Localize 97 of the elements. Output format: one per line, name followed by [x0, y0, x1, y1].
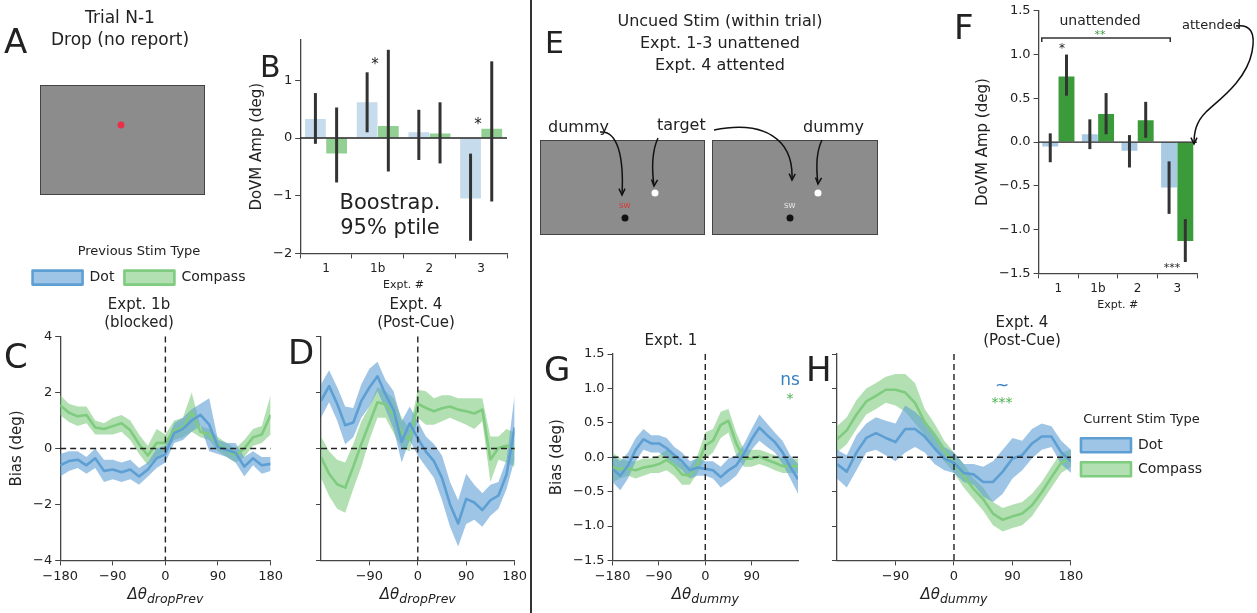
y-axis-title: DoVM Amp (deg) [972, 78, 991, 207]
text: G [544, 349, 571, 390]
x-tick-label: −180 [594, 567, 631, 583]
x-tick-label: 180 [258, 567, 284, 583]
x-axis-title: Δθ$_{dummy}$ [671, 585, 739, 607]
x-tick-label: −90 [355, 567, 384, 583]
text: Expt. 4 attented [654, 55, 786, 75]
y-tick-label: 0.0 [583, 448, 605, 464]
chart-title: Expt. 1b (blocked) [104, 295, 174, 332]
annotation: * [1059, 41, 1065, 56]
text: D [288, 332, 315, 373]
legend-label: Compass [181, 268, 246, 285]
text: Uncued Stim (within trial) [617, 11, 823, 31]
y-tick-label: 1.5 [583, 345, 605, 361]
legend-title: Previous Stim Type [77, 242, 201, 258]
chart-title: Expt. 4 (Post-Cue) [377, 295, 455, 332]
x-tick-label: 1b [370, 260, 386, 275]
y-tick-label: 0.0 [1009, 133, 1031, 149]
x-axis-title: Expt. # [383, 278, 425, 292]
text: H [806, 349, 832, 390]
annotation: *** [991, 394, 1013, 411]
chart-title: Expt. 4 (Post-Cue) [983, 312, 1061, 349]
x-axis-title: Expt. # [1097, 298, 1139, 312]
y-tick-label: 1.0 [583, 379, 605, 395]
y-tick-label: 2 [43, 383, 53, 399]
x-tick-label: 1b [1090, 280, 1106, 295]
annotation: Boostrap. [339, 190, 441, 215]
text: A [4, 21, 28, 62]
text: dummy [548, 117, 609, 137]
x-tick-label: 180 [1058, 567, 1084, 583]
legend-label: Dot [89, 268, 115, 285]
text: E [545, 25, 564, 61]
y-tick-label: −0.5 [572, 482, 605, 498]
y-tick-label: −1.0 [572, 517, 605, 533]
y-tick-label: 0 [283, 129, 293, 145]
x-tick-label: 2 [1133, 280, 1142, 295]
y-tick-label: −1 [272, 187, 293, 203]
y-tick-label: 0.5 [1009, 89, 1031, 105]
legend-label: Compass [1137, 459, 1203, 476]
chart-title: Expt. 1 [644, 330, 698, 349]
y-axis-title: Bias (deg) [546, 419, 565, 496]
x-tick-label: 90 [743, 567, 760, 583]
x-tick-label: 0 [949, 567, 959, 583]
text: dummy [803, 117, 864, 137]
y-tick-label: 1.0 [1009, 45, 1031, 61]
annotation: ns [780, 369, 800, 390]
legend-label: Dot [1137, 435, 1164, 452]
y-tick-label: −1.0 [998, 221, 1031, 237]
y-tick-label: −0.5 [998, 177, 1031, 193]
text: Drop (no report) [50, 29, 190, 50]
annotation: ~ [994, 375, 1010, 396]
y-tick-label: −1.5 [998, 264, 1031, 280]
x-axis-title: Δθ$_{dropPrev}$ [379, 585, 456, 607]
annotation: * [371, 55, 379, 74]
y-tick-label: 4 [43, 327, 53, 343]
annotation: 95% ptile [340, 215, 440, 240]
y-tick-label: −4 [32, 551, 53, 567]
annotation: * [474, 115, 482, 134]
x-tick-label: 90 [209, 567, 227, 583]
text: Trial N-1 [85, 7, 155, 28]
x-tick-label: −90 [99, 567, 127, 583]
x-tick-label: 1 [1054, 280, 1063, 295]
annotation: unattended [1059, 12, 1141, 29]
x-tick-label: 3 [477, 260, 485, 275]
x-tick-label: −90 [881, 567, 910, 583]
y-tick-label: 0.5 [583, 414, 605, 430]
annotation: ** [1094, 28, 1106, 42]
y-tick-label: 1.5 [1009, 2, 1031, 18]
y-tick-label: −2 [32, 495, 53, 511]
x-axis-title: Δθ$_{dropPrev}$ [127, 585, 204, 607]
x-tick-label: 90 [457, 567, 475, 583]
x-tick-label: 1 [322, 260, 330, 275]
annotation: attended [1182, 17, 1241, 33]
text: Expt. 1-3 unattened [639, 33, 801, 53]
annotation: *** [1163, 261, 1181, 275]
text: B [260, 49, 281, 84]
x-tick-label: 180 [502, 567, 528, 583]
y-tick-label: −1.5 [572, 551, 605, 567]
text: target [657, 115, 706, 135]
y-tick-label: 1 [283, 71, 293, 87]
y-axis-title: Bias (deg) [6, 410, 25, 487]
x-tick-label: −180 [42, 567, 79, 583]
x-tick-label: 90 [1004, 567, 1021, 583]
x-tick-label: 0 [161, 567, 170, 583]
x-tick-label: 2 [425, 260, 434, 275]
annotation: * [786, 390, 794, 407]
legend-title: Current Stim Type [1083, 410, 1200, 426]
y-tick-label: 0 [43, 439, 53, 455]
text: F [954, 7, 974, 48]
x-tick-label: 0 [701, 567, 710, 583]
y-tick-label: −2 [272, 244, 293, 260]
y-axis-title: DoVM Amp (deg) [246, 82, 265, 211]
x-tick-label: 3 [1173, 280, 1182, 295]
x-tick-label: 0 [413, 567, 422, 583]
x-tick-label: −90 [645, 567, 673, 583]
x-axis-title: Δθ$_{dummy}$ [920, 585, 988, 607]
text: C [4, 336, 28, 377]
